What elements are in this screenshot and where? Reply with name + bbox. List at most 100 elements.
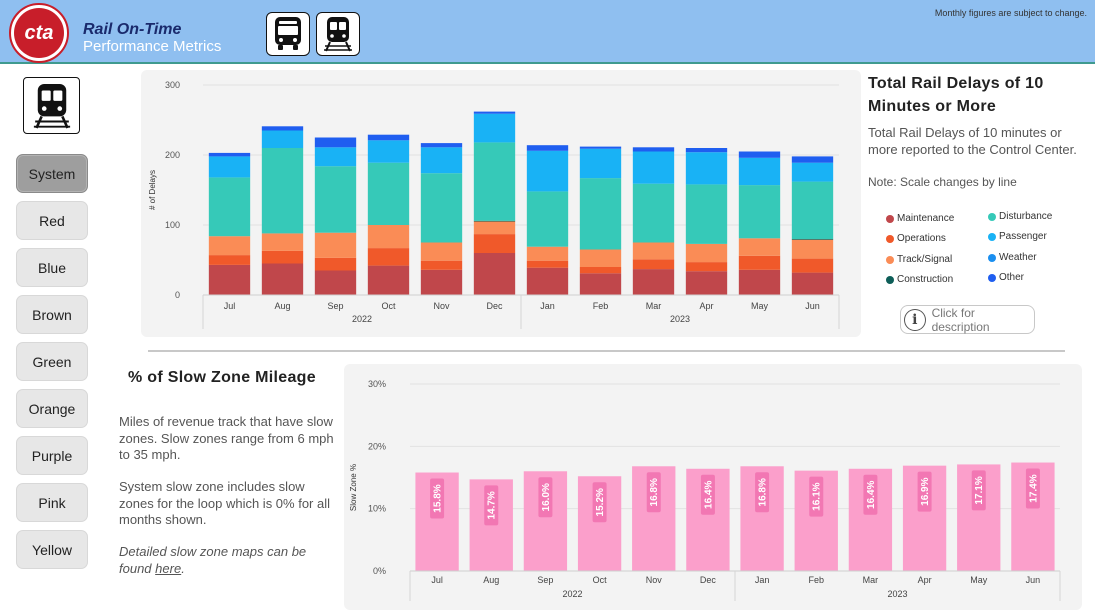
x-tick-label: Feb — [593, 301, 609, 311]
line-button-system[interactable]: System — [16, 154, 88, 193]
description-button[interactable]: i Click for description — [900, 305, 1035, 334]
y-tick-label: 30% — [368, 379, 386, 389]
bar-segment-passenger — [526, 150, 569, 192]
line-button-pink[interactable]: Pink — [16, 483, 88, 522]
line-button-red[interactable]: Red — [16, 201, 88, 240]
bar-segment-disturbance — [579, 178, 622, 250]
bar-segment-track-signal — [738, 238, 781, 256]
x-tick-label: Nov — [646, 575, 663, 585]
bar-segment-other — [367, 134, 410, 141]
line-button-green[interactable]: Green — [16, 342, 88, 381]
cta-logo: cta — [9, 3, 69, 63]
data-label: 14.7% — [487, 491, 498, 519]
legend-dot — [886, 255, 894, 264]
bar-segment-operations — [526, 260, 569, 268]
data-label-background — [917, 471, 932, 512]
year-label: 2023 — [887, 589, 907, 599]
bar-segment-maintenance — [791, 272, 834, 295]
x-tick-label: Jul — [431, 575, 443, 585]
bar-segment-construction — [473, 220, 516, 222]
bar-segment-maintenance — [632, 269, 675, 295]
y-tick-label: 0 — [175, 290, 180, 300]
bar-segment-disturbance — [791, 181, 834, 239]
x-tick-label: Feb — [808, 575, 824, 585]
line-button-blue[interactable]: Blue — [16, 248, 88, 287]
bar-segment-operations — [314, 257, 357, 271]
bar-segment-operations — [791, 258, 834, 273]
bar-segment-maintenance — [367, 265, 410, 295]
x-tick-label: Mar — [863, 575, 879, 585]
bar-segment-maintenance — [420, 269, 463, 295]
x-tick-label: Jun — [805, 301, 820, 311]
bar-segment-disturbance — [261, 148, 304, 234]
x-tick-label: May — [970, 575, 988, 585]
bar-segment-track-signal — [314, 232, 357, 258]
line-button-yellow[interactable]: Yellow — [16, 530, 88, 569]
bar-segment-disturbance — [526, 191, 569, 247]
bar-segment-operations — [632, 259, 675, 270]
bar-segment-other — [632, 147, 675, 152]
bar-segment-passenger — [738, 157, 781, 186]
bar-segment-maintenance — [261, 263, 304, 295]
legend-dot — [988, 273, 996, 282]
x-tick-label: Jun — [1026, 575, 1041, 585]
y-axis-title: # of Delays — [148, 170, 157, 210]
data-label-background — [809, 476, 824, 517]
rail-metrics-button[interactable] — [316, 12, 360, 56]
legend-dot — [886, 214, 894, 223]
line-button-purple[interactable]: Purple — [16, 436, 88, 475]
bar-segment-other — [685, 148, 728, 153]
bar-segment-track-signal — [208, 236, 251, 256]
bar-segment-disturbance — [685, 184, 728, 244]
bus-metrics-button[interactable] — [266, 12, 310, 56]
bar-segment-track-signal — [367, 225, 410, 249]
legend-item-weather: Weather — [988, 252, 1037, 263]
bar-segment-track-signal — [579, 249, 622, 267]
description-button-label: Click for description — [931, 305, 990, 334]
legend-item-construction: Construction — [886, 274, 953, 285]
bar-segment-operations — [208, 255, 251, 265]
legend-item-operations: Operations — [886, 233, 946, 244]
slow-zone-maps-link[interactable]: here — [155, 560, 182, 576]
legend-item-maintenance: Maintenance — [886, 213, 954, 224]
bar-segment-maintenance — [473, 253, 516, 295]
bar-segment-disturbance — [208, 177, 251, 237]
bar-segment-passenger — [473, 113, 516, 143]
line-button-brown[interactable]: Brown — [16, 295, 88, 334]
data-label-background — [484, 485, 499, 526]
bar-segment-other — [208, 152, 251, 157]
bar-segment-track-signal — [261, 233, 304, 251]
app-title: Rail On-Time — [83, 21, 182, 38]
header-bar: cta Rail On-Time Performance Metrics Mon… — [0, 0, 1095, 64]
bar-segment-disturbance — [420, 173, 463, 243]
x-tick-label: Mar — [646, 301, 662, 311]
bar-segment-operations — [685, 262, 728, 272]
line-button-orange[interactable]: Orange — [16, 389, 88, 428]
slow-zone-maps-note: Detailed slow zone maps can be found her… — [119, 544, 307, 576]
x-tick-label: Sep — [537, 575, 553, 585]
x-tick-label: Sep — [327, 301, 343, 311]
x-tick-label: Apr — [699, 301, 713, 311]
bar-segment-maintenance — [738, 269, 781, 295]
x-tick-label: Aug — [274, 301, 290, 311]
delay-chart-panel: 0 100 200 300 # of Delays Jul Aug Sep Oct Nov Dec J… — [141, 70, 861, 337]
bar-segment-disturbance — [738, 185, 781, 239]
legend-dot — [988, 253, 996, 262]
train-icon — [324, 17, 352, 52]
bar-segment-operations — [738, 255, 781, 270]
year-label: 2022 — [562, 589, 582, 599]
data-label: 15.2% — [595, 488, 606, 516]
app-subtitle: Performance Metrics — [83, 38, 222, 55]
data-label: 16.4% — [703, 480, 714, 508]
x-tick-label: May — [751, 301, 769, 311]
x-tick-label: Dec — [700, 575, 717, 585]
legend-dot — [886, 275, 894, 284]
bar-segment-other — [261, 126, 304, 131]
bar-segment-track-signal — [526, 246, 569, 261]
delay-chart: 0 100 200 300 # of Delays Jul Aug Sep Oct Nov Dec J… — [148, 80, 840, 329]
data-label-background — [430, 478, 445, 519]
x-tick-label: Dec — [486, 301, 503, 311]
bar-segment-operations — [579, 267, 622, 274]
notice-text: Monthly figures are subject to change. — [934, 8, 1087, 18]
bar-segment-other — [473, 111, 516, 114]
